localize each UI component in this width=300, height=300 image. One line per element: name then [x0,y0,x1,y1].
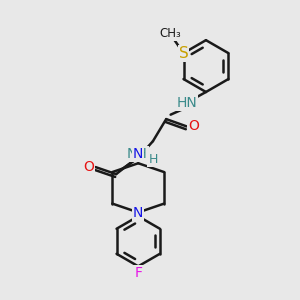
Text: O: O [84,160,94,174]
Text: N: N [133,147,143,161]
Text: O: O [188,119,199,134]
Text: N: N [133,206,143,220]
Text: F: F [134,266,142,280]
Text: NH: NH [127,146,148,161]
Text: S: S [178,46,188,61]
Text: H: H [148,153,158,166]
Text: CH₃: CH₃ [159,28,181,40]
Text: HN: HN [176,96,197,110]
